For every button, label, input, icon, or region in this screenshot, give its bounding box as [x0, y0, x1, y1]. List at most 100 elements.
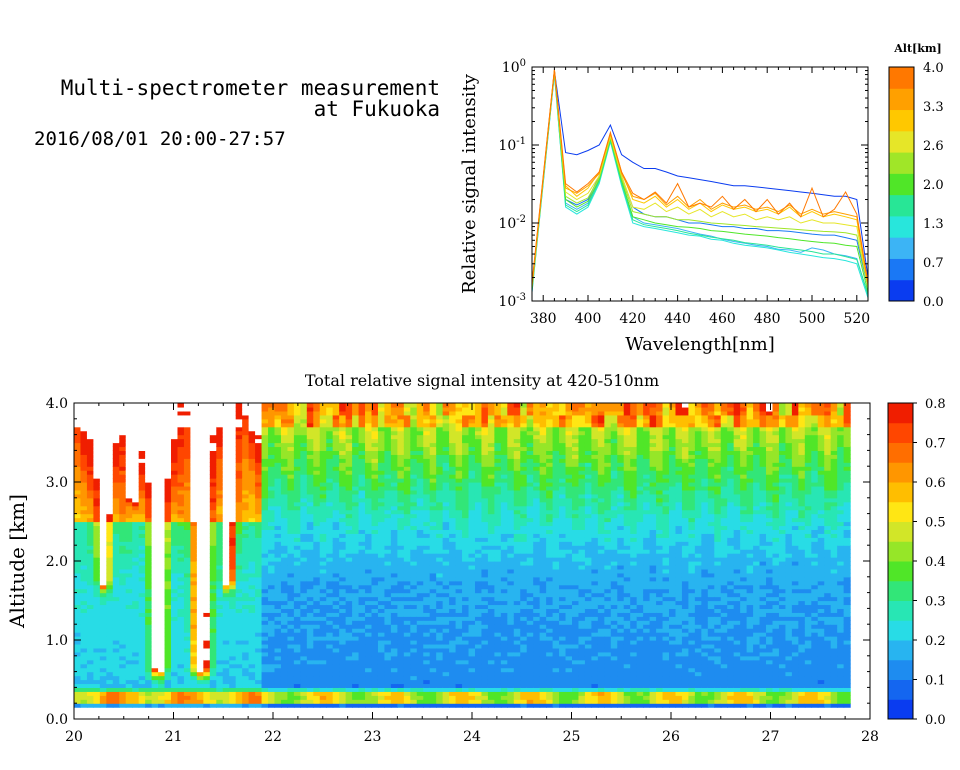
- heatmap-cell: [216, 422, 224, 428]
- heatmap-cell: [222, 592, 230, 598]
- heatmap-cell: [80, 533, 88, 538]
- heatmap-cell: [158, 422, 166, 428]
- heatmap-cell: [442, 442, 450, 448]
- heatmap-cell: [371, 482, 379, 487]
- heatmap-cell: [99, 422, 107, 428]
- heatmap-cell: [203, 592, 211, 598]
- heatmap-cell: [196, 410, 204, 416]
- heatmap-cell: [190, 628, 198, 633]
- heatmap-cell: [274, 537, 282, 542]
- heatmap-cell: [171, 699, 179, 704]
- heatmap-cell: [203, 636, 211, 641]
- heatmap-cell: [306, 482, 314, 487]
- heatmap-cell: [410, 576, 418, 582]
- heatmap-cell: [209, 458, 217, 463]
- heatmap-cell: [313, 561, 321, 566]
- heatmap-cell: [138, 466, 146, 471]
- heatmap-cell: [222, 482, 230, 487]
- heatmap-cell: [216, 458, 224, 463]
- heatmap-cell: [306, 699, 314, 704]
- heatmap-cell: [164, 521, 172, 527]
- heatmap-cell: [86, 561, 95, 566]
- heatmap-cell: [99, 643, 107, 649]
- heatmap-cell: [293, 663, 301, 669]
- heatmap-cell: [151, 568, 159, 574]
- heatmap-cell: [183, 462, 192, 467]
- heatmap-cell: [229, 525, 237, 530]
- heatmap-cell: [313, 659, 321, 665]
- spectrum-x-tick-label: 520: [843, 311, 870, 327]
- heatmap-cell: [99, 553, 107, 558]
- heatmap-cell: [403, 659, 411, 665]
- heatmap-cell: [416, 442, 424, 448]
- heatmap-cell: [274, 513, 282, 519]
- heatmap-cell: [145, 659, 153, 665]
- heatmap-cell: [371, 596, 379, 602]
- heatmap-cell: [423, 572, 431, 578]
- heatmap-cell: [371, 462, 379, 467]
- heatmap-cell: [261, 521, 269, 527]
- heatmap-cell: [326, 655, 334, 661]
- heatmap-cell: [74, 588, 82, 594]
- heatmap-cell: [183, 671, 192, 677]
- heatmap-cell: [190, 561, 198, 566]
- heatmap-cell: [300, 695, 308, 700]
- heatmap-cell: [209, 537, 217, 542]
- heatmap-cell: [442, 628, 450, 633]
- heatmap-cell: [306, 608, 314, 613]
- heatmap-cell: [106, 549, 114, 554]
- heatmap-cell: [242, 643, 250, 649]
- heatmap-cell: [474, 553, 483, 558]
- heatmap-cell: [410, 493, 418, 499]
- heatmap-cell: [99, 517, 107, 523]
- heatmap-cell: [119, 497, 127, 503]
- heatmap-cell: [177, 561, 185, 566]
- heatmap-cell: [80, 418, 88, 424]
- heatmap-cell: [300, 667, 308, 673]
- heatmap-cell: [145, 533, 153, 538]
- heatmap-cell: [171, 541, 179, 546]
- heatmap-cell: [151, 620, 159, 625]
- heatmap-cell: [106, 647, 114, 653]
- heatmap-cell: [300, 568, 308, 574]
- heatmap-cell: [255, 628, 263, 633]
- heatmap-cell: [119, 616, 127, 621]
- heatmap-cell: [132, 458, 140, 463]
- heatmap-cell: [138, 699, 146, 704]
- heatmap-cell: [306, 576, 314, 582]
- heatmap-cell: [80, 509, 88, 515]
- heatmap-cell: [345, 442, 353, 448]
- heatmap-cell: [365, 557, 373, 562]
- heatmap-cell: [209, 509, 217, 515]
- heatmap-cell: [300, 466, 308, 471]
- heatmap-cell: [171, 628, 179, 633]
- heatmap-cell: [455, 588, 463, 594]
- heatmap-cell: [319, 612, 327, 617]
- heatmap-cell: [86, 616, 95, 621]
- heatmap-cell: [164, 513, 172, 519]
- heatmap-cell: [300, 632, 308, 637]
- heatmap-cell: [183, 632, 192, 637]
- heatmap-cell: [216, 545, 224, 550]
- heatmap-cell: [358, 604, 366, 609]
- heatmap-cell: [196, 691, 204, 696]
- heatmap-cell: [93, 640, 101, 645]
- heatmap-cell: [468, 482, 476, 487]
- heatmap-cell: [300, 414, 308, 420]
- heatmap-cell: [462, 659, 470, 665]
- heatmap-cell: [255, 699, 263, 704]
- heatmap-cell: [125, 651, 133, 657]
- heatmap-cell: [371, 679, 379, 685]
- heatmap-cell: [119, 636, 127, 641]
- heatmap-cell: [436, 640, 444, 645]
- heatmap-cell: [216, 604, 224, 609]
- heatmap-cell: [358, 659, 366, 665]
- heatmap-cell: [293, 568, 301, 574]
- heatmap-cell: [287, 671, 295, 677]
- heatmap-cell: [248, 462, 256, 467]
- heatmap-cell: [339, 446, 347, 451]
- heatmap-cell: [255, 691, 263, 696]
- heatmap-cell: [410, 426, 418, 432]
- heatmap-cell: [397, 636, 405, 641]
- heatmap-cell: [313, 410, 321, 416]
